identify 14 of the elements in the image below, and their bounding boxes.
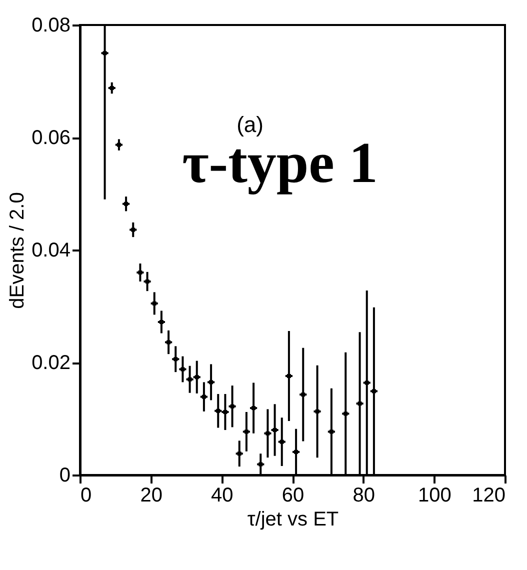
y-tick-label: 0.02	[32, 352, 70, 374]
x-tick-label: 20	[140, 484, 162, 506]
y-tick-label: 0.04	[32, 240, 70, 262]
x-tick-label: 100	[418, 484, 452, 506]
x-tick-label: 60	[282, 484, 304, 506]
x-tick-label: 40	[211, 484, 234, 506]
x-tick-label: 120	[472, 484, 506, 506]
y-tick-label: 0	[59, 464, 70, 486]
y-tick-label: 0.08	[32, 14, 70, 36]
x-axis-title: τ/jet vs ET	[247, 508, 339, 530]
y-tick-label: 0.06	[32, 127, 70, 149]
x-tick-label: 80	[352, 484, 375, 506]
y-axis-title: dEvents / 2.0	[6, 192, 29, 309]
x-tick-label: 0	[80, 484, 92, 506]
